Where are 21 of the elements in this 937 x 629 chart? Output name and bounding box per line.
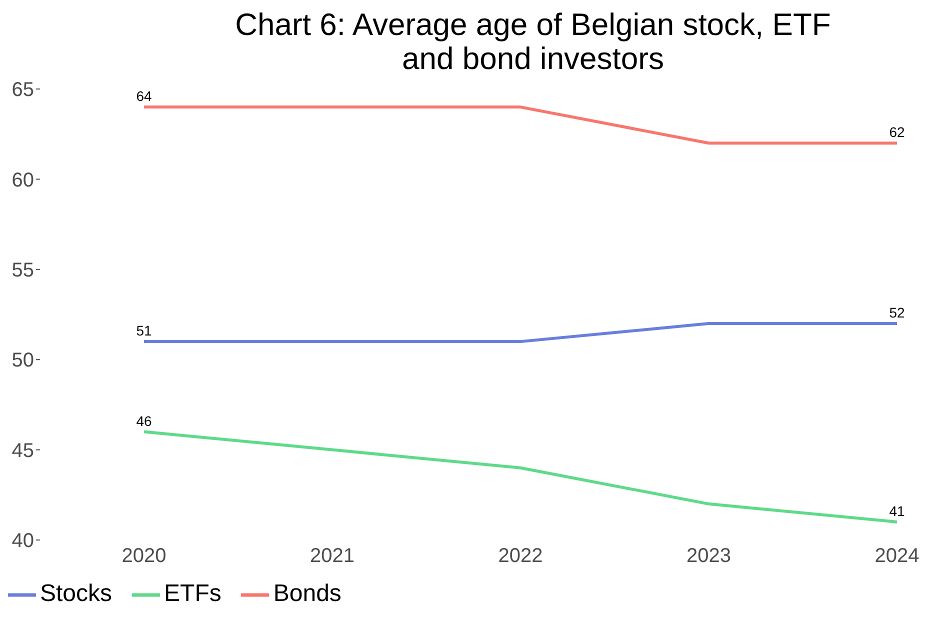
data-label: 64 — [136, 88, 152, 104]
legend-label: Bonds — [273, 580, 342, 607]
y-tick-label: 60 — [12, 169, 34, 192]
x-tick-label: 2024 — [874, 545, 920, 568]
data-label: 51 — [136, 322, 152, 339]
legend-label: ETFs — [164, 580, 222, 607]
data-label: 62 — [889, 124, 905, 140]
data-label: 52 — [889, 304, 905, 321]
y-tick-label: 50 — [12, 350, 34, 372]
x-tick-label: 2021 — [310, 545, 354, 568]
x-tick-label: 2023 — [686, 545, 731, 568]
y-tick-label: 65 — [12, 79, 34, 102]
data-label: 46 — [136, 412, 152, 429]
x-tick-label: 2022 — [498, 545, 543, 568]
x-tick-label: 2020 — [122, 545, 166, 568]
y-tick-label: 45 — [12, 440, 34, 462]
y-tick-label: 55 — [12, 260, 34, 282]
legend-label: Stocks — [40, 580, 112, 607]
y-tick-label: 40 — [12, 530, 34, 552]
chart-title: Chart 6: Average age of Belgian stock, ETF and bond investors — [234, 7, 832, 76]
data-label: 41 — [889, 502, 905, 519]
